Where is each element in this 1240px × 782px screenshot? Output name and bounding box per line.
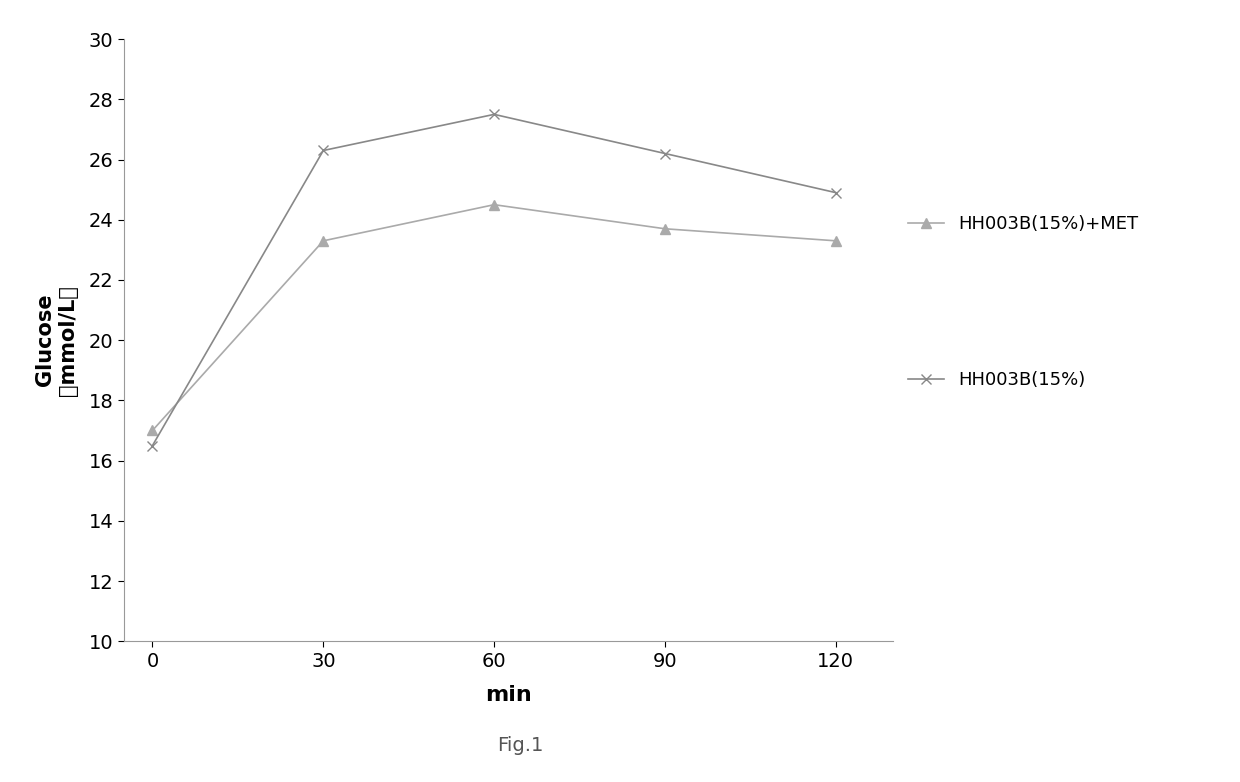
HH003B(15%)+MET: [145, 426, 160, 436]
HH003B(15%)+MET: [657, 224, 672, 234]
Line: HH003B(15%)+MET: HH003B(15%)+MET: [148, 200, 841, 436]
HH003B(15%): [657, 149, 672, 158]
HH003B(15%): [828, 188, 843, 197]
HH003B(15%): [316, 145, 331, 155]
Line: HH003B(15%): HH003B(15%): [148, 109, 841, 450]
HH003B(15%)+MET: [487, 200, 502, 210]
HH003B(15%)+MET: [316, 236, 331, 246]
HH003B(15%): [145, 441, 160, 450]
Legend: HH003B(15%): HH003B(15%): [900, 364, 1092, 396]
HH003B(15%)+MET: [828, 236, 843, 246]
X-axis label: min: min: [485, 684, 532, 705]
Text: Fig.1: Fig.1: [497, 736, 544, 755]
HH003B(15%): [487, 109, 502, 119]
Y-axis label: Glucose
（mmol/L）: Glucose （mmol/L）: [35, 285, 78, 396]
